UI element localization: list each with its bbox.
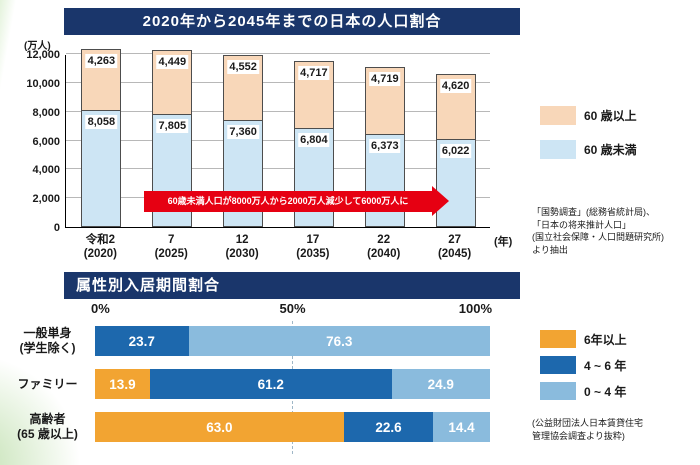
x-axis-unit-label: (年) [494,236,513,248]
legend-label: 60 歳以上 [584,109,637,123]
legend-swatch [540,140,576,159]
bar-value-label: 7,805 [156,118,189,133]
y-axis-tick-label: 8,000 [32,106,60,119]
percent-tick-0: 0% [91,301,110,316]
occupancy-bar: 13.9 61.2 24.9 [95,369,490,399]
population-bar: 4,263 8,058 [81,49,122,227]
occupancy-segment: 24.9 [391,369,490,399]
bar-segment-over60: 4,719 [364,67,405,136]
decline-arrow-text: 60歳未満人口が8000万人から2000万人減少して6000万人に [167,196,409,206]
legend-swatch [540,382,576,400]
source-line: より抽出 [532,244,568,255]
occupancy-row: 一般単身 (学生除く) 23.7 76.3 [0,326,490,356]
y-axis-tick-label: 12,000 [26,49,60,61]
bar-value-label: 6,804 [298,132,330,147]
bar-value-label: 6,022 [439,144,472,159]
y-axis-unit-label: (万人) [24,41,51,52]
population-legend: 60 歳以上 60 歳未満 [540,106,637,174]
legend-item: 60 歳以上 [540,106,637,125]
legend-swatch [540,106,576,125]
source-line: (公益財団法人日本賃貸住宅 [532,418,643,428]
x-axis-tick-label: 27 (2045) [437,234,472,261]
occupancy-legend: 6年以上 4 ~ 6 年 0 ~ 4 年 [540,330,627,408]
x-axis-tick-label: 7 (2025) [154,234,188,261]
occupancy-category-label: 高齢者 (65 歳以上) [17,412,78,441]
occupancy-segment: 13.9 [95,369,150,399]
occupancy-chart-title: 属性別入居期間割合 [64,272,520,299]
source-line: 管理協会調査より抜粋) [532,430,625,441]
occupancy-row: ファミリー 13.9 61.2 24.9 [0,369,490,399]
population-plot-area: 60歳未満人口が8000万人から2000万人減少して6000万人に 4,263 8… [65,49,490,228]
y-axis-tick-label: 0 [53,222,60,234]
gridline [66,139,490,141]
percent-axis: 0% 50% 100% [91,301,492,318]
x-axis-tick-label: 17 (2035) [296,234,330,261]
bar-value-label: 8,058 [85,114,118,129]
gridline [66,81,490,83]
gridline [66,110,490,112]
source-line: (国立社会保障・人口問題研究所) [532,232,664,243]
legend-label: 60 歳未満 [584,143,637,157]
bar-segment-over60: 4,717 [293,60,334,129]
legend-item: 4 ~ 6 年 [540,356,627,374]
population-chart-title: 2020年から2045年までの日本の人口割合 [64,8,520,35]
x-axis-tick-label: 12 (2030) [225,234,259,261]
occupancy-category-label: 一般単身 (学生除く) [19,326,76,355]
bar-segment-over60: 4,449 [152,50,193,115]
occupancy-segment: 14.4 [433,412,490,442]
decline-arrow-annotation: 60歳未満人口が8000万人から2000万人減少して6000万人に [144,186,449,216]
occupancy-source-note: (公益財団法人日本賃貸住宅 管理協会調査より抜粋) [532,417,643,442]
occupancy-bar: 23.7 76.3 [95,326,490,356]
legend-label: 6年以上 [584,332,627,347]
occupancy-bars: 一般単身 (学生除く) 23.7 76.3 ファミリー 13.9 61.2 24.9 高齢者 (6… [0,326,490,455]
gridline [66,168,490,170]
x-axis-tick-label: 令和2 (2020) [83,234,118,261]
y-axis-tick-label: 2,000 [32,193,60,206]
y-axis: 12,000 10,000 8,000 6,000 4,000 2,000 0 [8,49,60,234]
legend-swatch [540,356,576,374]
legend-swatch [540,330,576,348]
occupancy-segment: 63.0 [95,412,344,442]
arrow-head-icon [432,186,449,216]
occupancy-segment: 22.6 [343,412,434,442]
legend-item: 0 ~ 4 年 [540,382,627,400]
population-source-note: 「国勢調査」(総務省統計局)、 「日本の将来推計人口」 (国立社会保障・人口問題研究… [532,206,664,256]
y-axis-tick-label: 4,000 [32,164,60,177]
source-line: 「日本の将来推計人口」 [532,219,632,230]
bar-segment-over60: 4,620 [435,73,476,141]
bar-value-label: 4,719 [369,72,401,87]
bar-segment-over60: 4,263 [81,49,122,111]
y-axis-tick-label: 10,000 [26,77,60,90]
gridline [66,53,490,54]
bar-value-label: 4,717 [298,65,330,80]
bar-segment-under60: 6,804 [293,128,334,227]
bar-segment-over60: 4,552 [223,55,264,121]
bar-value-label: 4,263 [85,54,118,69]
legend-item: 60 歳未満 [540,140,637,159]
occupancy-row: 高齢者 (65 歳以上) 63.0 22.6 14.4 [0,412,490,442]
bar-value-label: 4,552 [227,60,259,75]
y-axis-tick-label: 6,000 [32,135,60,148]
population-bar: 4,620 6,022 [435,73,476,227]
x-axis: 令和2 (2020) 7 (2025) 12 (2030) 17 (2035) 22 (2040)… [65,233,490,265]
bar-segment-under60: 6,373 [364,135,405,227]
x-axis-tick-label: 22 (2040) [367,234,401,261]
bar-value-label: 6,373 [369,139,401,154]
bar-value-label: 4,620 [439,78,472,93]
occupancy-category-label: ファミリー [17,376,78,391]
bar-value-label: 4,449 [156,55,189,70]
bar-segment-under60: 8,058 [81,110,122,227]
occupancy-bar: 63.0 22.6 14.4 [95,412,490,442]
legend-label: 4 ~ 6 年 [584,358,627,373]
occupancy-segment: 76.3 [188,326,490,356]
bar-value-label: 7,360 [227,124,259,139]
legend-label: 0 ~ 4 年 [584,384,627,399]
percent-tick-100: 100% [458,301,492,316]
occupancy-segment: 61.2 [149,369,392,399]
legend-item: 6年以上 [540,330,627,348]
percent-tick-50: 50% [279,301,306,316]
source-line: 「国勢調査」(総務省統計局)、 [532,207,655,217]
occupancy-segment: 23.7 [95,326,189,356]
